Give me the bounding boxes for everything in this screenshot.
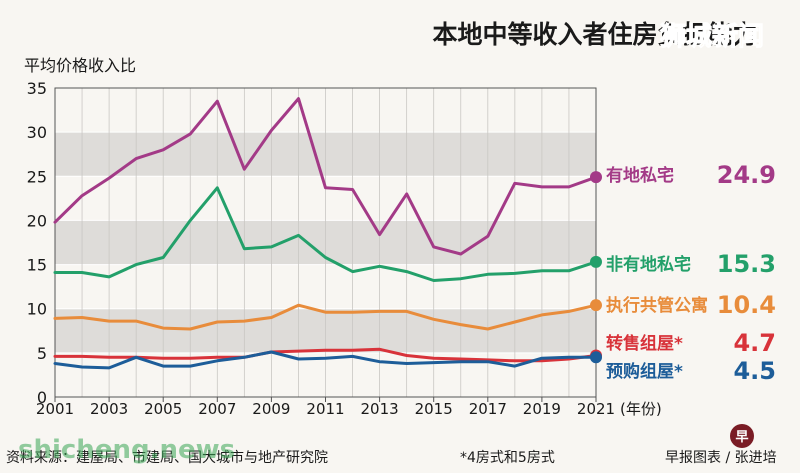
- legend-value-3: 4.7: [733, 329, 776, 357]
- y-tick-label-35: 35: [27, 79, 47, 98]
- legend-label-3: 转售组屋*: [606, 333, 683, 354]
- series-end-marker-4: [590, 351, 602, 364]
- x-tick-label-2019: 2019: [523, 400, 561, 418]
- y-tick-label-30: 30: [27, 123, 47, 142]
- legend-value-4: 4.5: [733, 357, 776, 385]
- watermark-top: 狮城新闻: [660, 21, 764, 52]
- x-tick-label-2011: 2011: [306, 400, 344, 418]
- y-tick-labels: 0 5 10 15 20 25 30 35: [27, 79, 47, 407]
- x-tick-label-2017: 2017: [469, 400, 507, 418]
- x-tick-label-2013: 2013: [361, 400, 399, 418]
- legend-value-1: 15.3: [717, 250, 776, 278]
- zaobao-logo-char: 早: [735, 430, 748, 445]
- series-end-marker-2: [590, 299, 602, 312]
- legend-label-0: 有地私宅: [606, 165, 674, 186]
- series-legend: 有地私宅 24.9 非有地私宅 15.3 执行共管公寓 10.4 转售组屋* 4.7 预购组屋*…: [606, 161, 776, 385]
- series-line-3: [53, 347, 598, 363]
- y-tick-label-15: 15: [27, 256, 47, 275]
- x-axis-label: (年份): [620, 400, 662, 418]
- series-line-2: [53, 303, 598, 331]
- x-tick-label-2021: 2021: [577, 400, 615, 418]
- y-tick-label-0: 0: [37, 388, 47, 407]
- y-tick-label-10: 10: [27, 300, 47, 319]
- x-tick-label-2015: 2015: [415, 400, 453, 418]
- credit: 早报图表 / 张进培: [665, 450, 777, 466]
- x-tick-label-2005: 2005: [144, 400, 182, 418]
- series-line-4: [53, 350, 598, 370]
- legend-value-0: 24.9: [717, 161, 776, 189]
- legend-label-2: 执行共管公寓: [606, 295, 708, 316]
- series-line-0: [53, 97, 598, 256]
- legend-label-4: 预购组屋*: [606, 361, 683, 382]
- x-tick-label-2009: 2009: [252, 400, 290, 418]
- legend-value-2: 10.4: [717, 291, 776, 319]
- legend-label-1: 非有地私宅: [606, 254, 691, 275]
- y-tick-label-5: 5: [37, 344, 47, 363]
- source-note: 资料来源：建屋局、市建局、国大城市与地产研究院: [6, 449, 328, 466]
- chart-title: 本地中等收入者住房负担能力: [432, 20, 757, 49]
- y-tick-label-25: 25: [27, 167, 47, 186]
- y-axis-label: 平均价格收入比: [24, 56, 136, 75]
- series-lines: [53, 97, 602, 370]
- series-end-marker-1: [590, 255, 602, 268]
- watermark-bottom: shicheng.news: [18, 435, 235, 465]
- x-tick-label-2001: 2001: [36, 400, 74, 418]
- series-end-marker-0: [590, 171, 602, 184]
- x-tick-labels: 2001 2003 2005 2007 2009 2011 2013 2015 2017 2019…: [36, 397, 615, 418]
- y-tick-label-20: 20: [27, 211, 47, 230]
- x-tick-label-2007: 2007: [198, 400, 236, 418]
- footnote: *4房式和5房式: [460, 450, 555, 466]
- zaobao-logo: 早: [730, 424, 754, 448]
- x-tick-label-2003: 2003: [90, 400, 128, 418]
- series-line-1: [53, 186, 598, 282]
